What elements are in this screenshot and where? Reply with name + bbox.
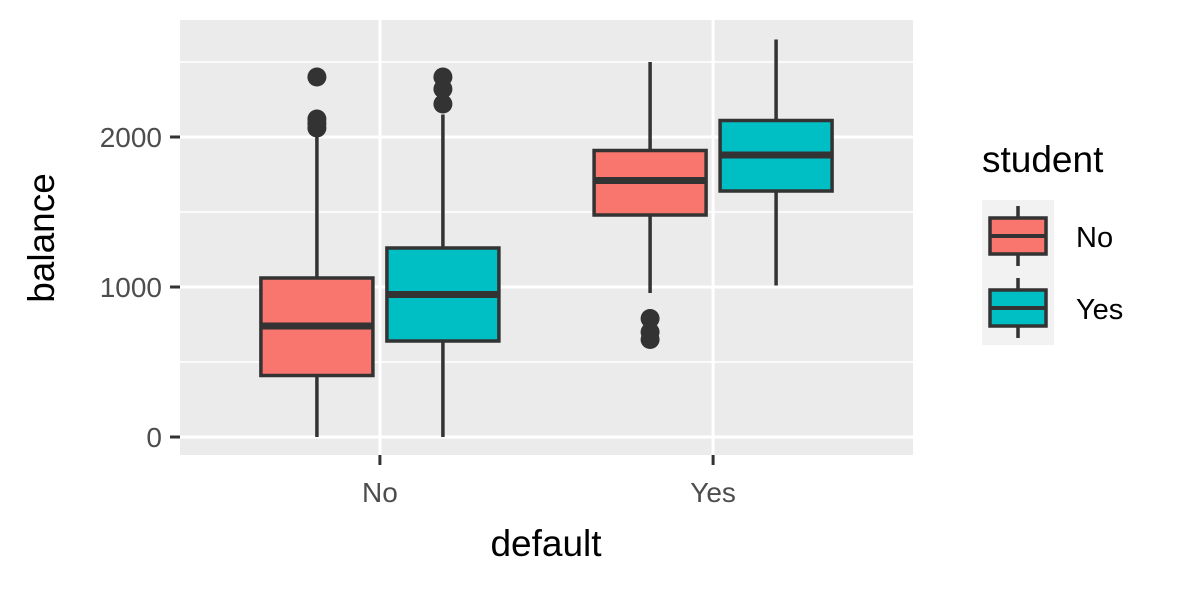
- x-tick-label: Yes: [690, 477, 736, 508]
- outlier-point: [433, 67, 453, 87]
- plot-panel: [180, 20, 913, 455]
- y-tick-label: 1000: [100, 272, 162, 303]
- legend-title: student: [982, 139, 1104, 180]
- y-tick-label: 2000: [100, 122, 162, 153]
- legend-key-yes: Yes: [988, 278, 1123, 338]
- axes: 0 1000 2000 No Yes: [100, 122, 736, 508]
- outlier-point: [433, 94, 453, 114]
- outlier-point: [640, 322, 660, 342]
- legend-label: Yes: [1076, 294, 1123, 326]
- box-no-yes: [592, 62, 708, 349]
- box-series: [259, 39, 834, 437]
- outlier-point: [640, 309, 660, 328]
- legend: student No Yes: [982, 139, 1123, 345]
- box-no-no: [259, 67, 375, 437]
- x-tick-label: No: [362, 477, 398, 508]
- box-yes-no: [385, 67, 501, 437]
- outlier-point: [307, 67, 327, 87]
- box-yes-yes: [718, 39, 834, 286]
- legend-key-no: No: [988, 206, 1113, 266]
- y-axis-title: balance: [21, 173, 62, 303]
- outlier-point: [307, 109, 327, 129]
- y-tick-label: 0: [146, 422, 162, 453]
- x-axis-title: default: [490, 523, 602, 564]
- legend-label: No: [1076, 222, 1113, 254]
